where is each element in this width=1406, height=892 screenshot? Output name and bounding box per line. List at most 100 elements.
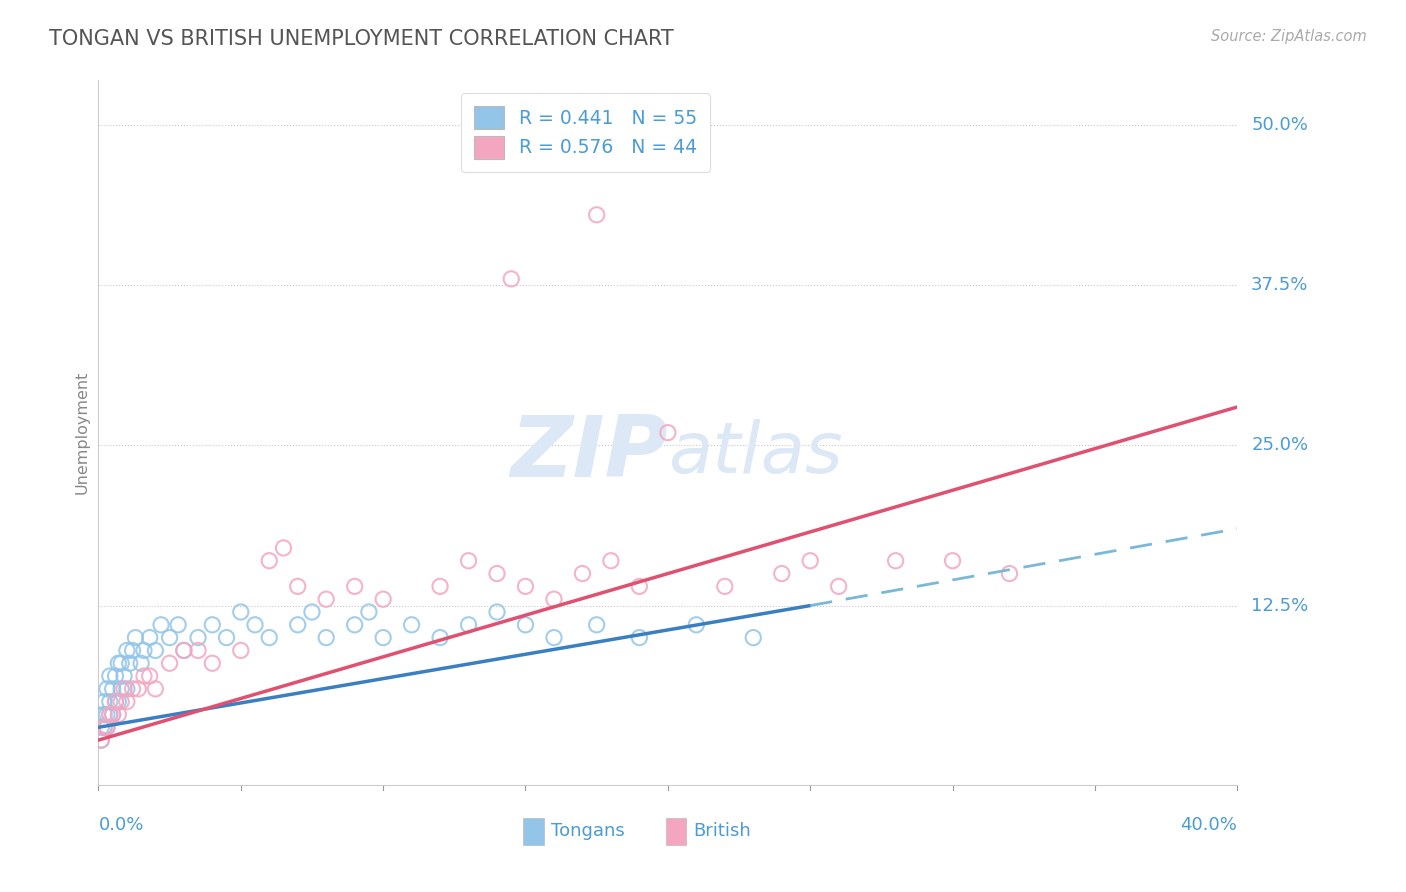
Point xyxy=(93,720,115,734)
Point xyxy=(401,617,423,632)
Text: British: British xyxy=(693,822,751,840)
Point xyxy=(121,681,143,696)
Point xyxy=(501,272,523,286)
Point xyxy=(93,720,115,734)
Text: ZIP: ZIP xyxy=(510,412,668,495)
Point xyxy=(770,566,793,581)
Text: 40.0%: 40.0% xyxy=(1181,815,1237,833)
Point xyxy=(585,208,607,222)
Point xyxy=(167,617,190,632)
Point xyxy=(215,631,238,645)
Point xyxy=(799,554,821,568)
Point xyxy=(685,617,707,632)
Point xyxy=(273,541,295,555)
Point xyxy=(101,681,124,696)
Point xyxy=(287,579,309,593)
Text: 25.0%: 25.0% xyxy=(1251,436,1309,454)
Point xyxy=(150,617,173,632)
Point xyxy=(628,631,651,645)
Point xyxy=(187,643,209,657)
Text: Tongans: Tongans xyxy=(551,822,624,840)
Point xyxy=(942,554,965,568)
Point xyxy=(107,695,129,709)
Text: Source: ZipAtlas.com: Source: ZipAtlas.com xyxy=(1211,29,1367,44)
Point xyxy=(828,579,851,593)
Point xyxy=(115,643,138,657)
Point xyxy=(201,617,224,632)
Point xyxy=(315,631,337,645)
Point xyxy=(96,720,118,734)
Point xyxy=(315,592,337,607)
Point xyxy=(173,643,195,657)
Point xyxy=(132,643,155,657)
Point xyxy=(259,631,281,645)
Point xyxy=(343,617,366,632)
Point xyxy=(115,695,138,709)
Point xyxy=(129,657,152,671)
Point xyxy=(742,631,765,645)
Point xyxy=(201,657,224,671)
Point xyxy=(486,605,509,619)
Point xyxy=(124,631,146,645)
Text: atlas: atlas xyxy=(668,419,842,488)
Point xyxy=(373,631,395,645)
Point xyxy=(96,681,118,696)
Point xyxy=(107,707,129,722)
Point xyxy=(98,669,121,683)
Point xyxy=(110,681,132,696)
Point xyxy=(90,733,112,747)
Point xyxy=(104,695,127,709)
Point xyxy=(138,669,160,683)
Point xyxy=(714,579,737,593)
Point xyxy=(145,643,167,657)
Text: 0.0%: 0.0% xyxy=(98,815,143,833)
Point xyxy=(301,605,323,619)
Point xyxy=(93,707,115,722)
FancyBboxPatch shape xyxy=(665,818,686,845)
Point xyxy=(571,566,593,581)
Point xyxy=(132,669,155,683)
Point xyxy=(457,554,479,568)
Point xyxy=(486,566,509,581)
Point xyxy=(121,643,143,657)
Point xyxy=(110,657,132,671)
Point xyxy=(600,554,623,568)
Point xyxy=(159,657,181,671)
Point xyxy=(127,681,149,696)
Text: 37.5%: 37.5% xyxy=(1251,277,1309,294)
Point xyxy=(457,617,479,632)
Point xyxy=(90,720,112,734)
Point xyxy=(101,707,124,722)
Point xyxy=(173,643,195,657)
FancyBboxPatch shape xyxy=(523,818,544,845)
Point xyxy=(884,554,907,568)
Point xyxy=(98,707,121,722)
Point xyxy=(429,579,451,593)
Y-axis label: Unemployment: Unemployment xyxy=(75,371,90,494)
Point xyxy=(104,669,127,683)
Point xyxy=(145,681,167,696)
Point xyxy=(287,617,309,632)
Point xyxy=(259,554,281,568)
Point xyxy=(112,669,135,683)
Point xyxy=(543,631,565,645)
Point xyxy=(998,566,1021,581)
Point xyxy=(657,425,679,440)
Text: 12.5%: 12.5% xyxy=(1251,597,1309,615)
Text: 50.0%: 50.0% xyxy=(1251,116,1308,134)
Point xyxy=(159,631,181,645)
Point xyxy=(138,631,160,645)
Point xyxy=(229,605,252,619)
Point xyxy=(187,631,209,645)
Point xyxy=(429,631,451,645)
Point xyxy=(343,579,366,593)
Point xyxy=(357,605,380,619)
Point xyxy=(107,657,129,671)
Point xyxy=(229,643,252,657)
Point xyxy=(112,681,135,696)
Point xyxy=(543,592,565,607)
Point xyxy=(101,707,124,722)
Point xyxy=(585,617,607,632)
Point xyxy=(118,657,141,671)
Point xyxy=(96,707,118,722)
